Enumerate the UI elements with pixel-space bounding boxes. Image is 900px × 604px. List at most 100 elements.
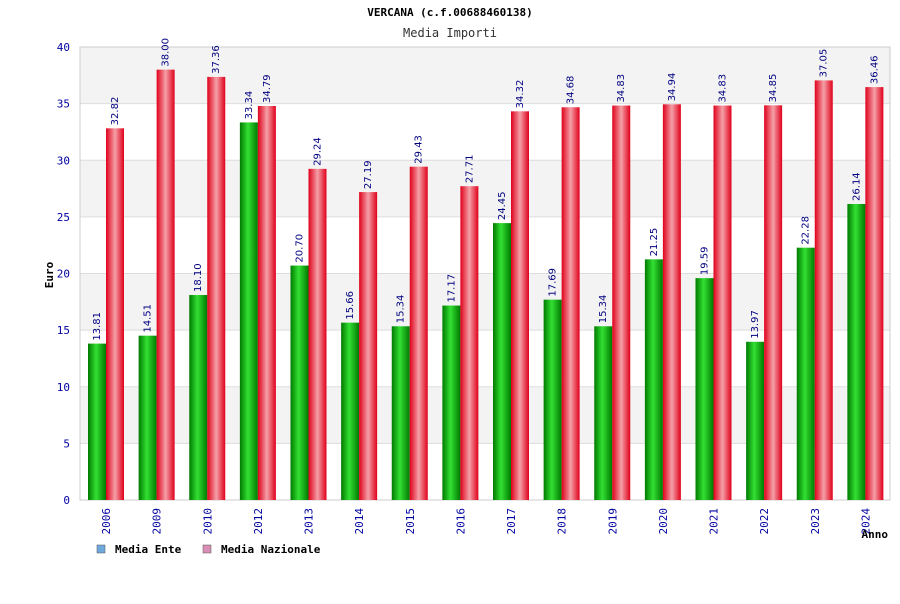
value-label-media-nazionale: 34.83	[718, 74, 729, 103]
value-label-media-nazionale: 34.85	[768, 74, 779, 103]
value-label-media-ente: 15.34	[396, 295, 407, 324]
value-label-media-nazionale: 34.68	[566, 76, 577, 105]
bar-media-ente	[695, 278, 714, 500]
bar-media-nazionale	[207, 76, 226, 500]
bar-media-nazionale	[460, 186, 479, 500]
bar-media-ente	[239, 122, 258, 500]
bar-media-ente	[746, 341, 765, 500]
x-tick-label: 2006	[100, 508, 113, 535]
bar-media-ente	[442, 305, 461, 500]
bar-media-nazionale	[713, 105, 732, 501]
bar-media-ente	[543, 299, 562, 500]
x-tick-label: 2022	[758, 508, 771, 535]
legend: Media Ente Media Nazionale	[96, 543, 321, 556]
bar-media-nazionale	[257, 106, 276, 501]
y-tick-label: 25	[57, 211, 70, 224]
bar-media-ente	[594, 326, 613, 500]
y-tick-label: 0	[63, 494, 70, 507]
chart-subtitle: Media Importi	[403, 26, 497, 40]
bar-media-ente	[391, 326, 410, 500]
y-tick-label: 40	[57, 41, 70, 54]
bar-media-nazionale	[561, 107, 580, 501]
value-label-media-ente: 15.34	[598, 295, 609, 324]
value-label-media-ente: 17.69	[548, 268, 559, 297]
value-label-media-nazionale: 27.71	[464, 155, 475, 184]
bar-media-nazionale	[612, 105, 631, 501]
bar-media-nazionale	[814, 80, 833, 500]
legend-label-media-nazionale: Media Nazionale	[221, 543, 321, 556]
bar-media-nazionale	[511, 111, 529, 501]
bar-media-nazionale	[662, 104, 681, 500]
value-label-media-nazionale: 34.79	[262, 74, 273, 103]
value-label-media-nazionale: 37.05	[819, 49, 830, 78]
x-axis-label: Anno	[862, 528, 889, 541]
bar-media-ente	[138, 335, 157, 500]
bar-media-nazionale	[308, 168, 327, 500]
value-label-media-nazionale: 37.36	[211, 45, 222, 74]
value-label-media-ente: 18.10	[193, 263, 204, 292]
bar-media-nazionale	[156, 69, 175, 501]
legend-swatch-media-ente	[96, 544, 106, 554]
bar-media-ente	[847, 203, 866, 501]
legend-label-media-ente: Media Ente	[115, 543, 182, 556]
value-label-media-nazionale: 36.46	[869, 55, 880, 84]
bar-media-ente	[796, 247, 815, 500]
x-tick-label: 2023	[809, 508, 822, 535]
bar-media-ente	[493, 223, 511, 500]
value-label-media-nazionale: 38.00	[161, 38, 172, 67]
bar-media-ente	[341, 322, 360, 500]
bar-media-nazionale	[865, 87, 884, 500]
value-label-media-ente: 20.70	[295, 234, 306, 263]
value-label-media-nazionale: 29.24	[313, 137, 324, 166]
y-tick-label: 15	[57, 324, 70, 337]
x-tick-label: 2021	[708, 508, 721, 535]
y-tick-label: 10	[57, 381, 70, 394]
chart-title: VERCANA (c.f.00688460138)	[367, 6, 533, 19]
value-label-media-ente: 13.97	[750, 310, 761, 339]
bar-media-ente	[189, 295, 208, 500]
bar-media-nazionale	[764, 105, 783, 500]
value-label-media-ente: 24.45	[497, 191, 508, 220]
y-tick-label: 5	[63, 437, 70, 450]
x-tick-label: 2019	[606, 508, 619, 535]
x-tick-label: 2010	[201, 508, 214, 535]
y-tick-label: 30	[57, 154, 70, 167]
value-label-media-nazionale: 29.43	[414, 135, 425, 164]
bar-media-ente	[644, 259, 663, 500]
x-tick-label: 2017	[505, 508, 518, 535]
bar-media-nazionale	[359, 192, 378, 501]
x-tick-label: 2015	[404, 508, 417, 535]
value-label-media-ente: 14.51	[143, 304, 154, 333]
y-tick-label: 35	[57, 98, 70, 111]
x-tick-label: 2016	[454, 508, 467, 535]
plot-area	[79, 46, 891, 501]
value-label-media-ente: 33.34	[244, 91, 255, 120]
x-tick-label: 2020	[657, 508, 670, 535]
x-tick-label: 2013	[303, 508, 316, 535]
value-label-media-ente: 15.66	[345, 291, 356, 320]
value-label-media-ente: 21.25	[649, 228, 660, 257]
bar-media-ente	[88, 343, 106, 500]
value-label-media-nazionale: 34.94	[667, 73, 678, 102]
value-label-media-nazionale: 32.82	[110, 97, 121, 126]
bar-media-ente	[290, 265, 309, 500]
x-tick-label: 2012	[252, 508, 265, 535]
x-tick-label: 2014	[353, 508, 366, 535]
x-tick-label: 2009	[151, 508, 164, 535]
x-tick-label: 2018	[556, 508, 569, 535]
value-label-media-nazionale: 34.32	[515, 80, 526, 109]
value-label-media-nazionale: 34.83	[616, 74, 627, 103]
bar-media-nazionale	[409, 166, 428, 500]
value-label-media-ente: 26.14	[851, 172, 862, 201]
value-label-media-ente: 17.17	[446, 274, 457, 303]
legend-swatch-media-nazionale	[202, 544, 212, 554]
y-axis-label: Euro	[43, 261, 56, 288]
value-label-media-nazionale: 27.19	[363, 160, 374, 189]
y-tick-label: 20	[57, 268, 70, 281]
bar-media-nazionale	[106, 128, 124, 500]
value-label-media-ente: 13.81	[92, 312, 103, 341]
value-label-media-ente: 22.28	[801, 216, 812, 245]
value-label-media-ente: 19.59	[700, 247, 711, 276]
